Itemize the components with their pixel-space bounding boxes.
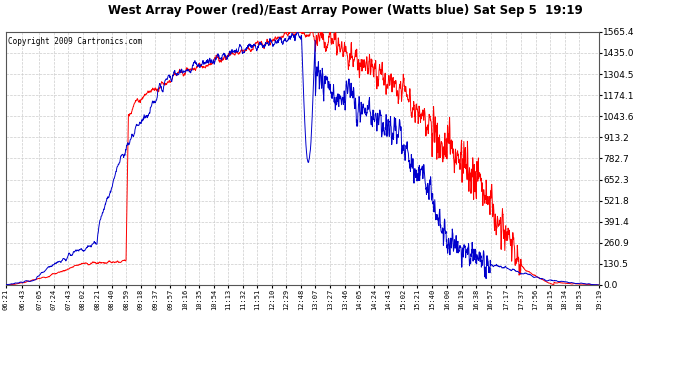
Text: West Array Power (red)/East Array Power (Watts blue) Sat Sep 5  19:19: West Array Power (red)/East Array Power … <box>108 4 582 17</box>
Text: Copyright 2009 Cartronics.com: Copyright 2009 Cartronics.com <box>8 37 143 46</box>
